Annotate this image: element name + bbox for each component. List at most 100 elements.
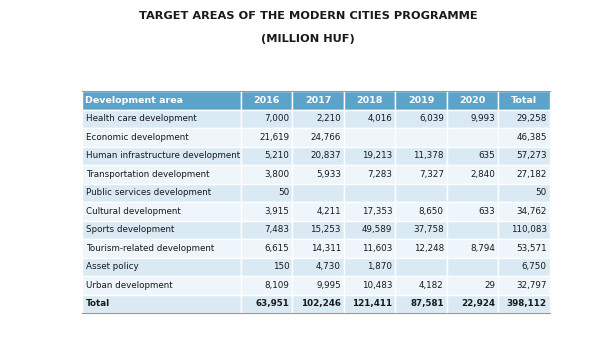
Bar bbox=[344, 239, 395, 258]
Bar bbox=[498, 258, 549, 276]
Bar bbox=[82, 128, 241, 147]
Text: 4,182: 4,182 bbox=[419, 281, 444, 290]
Text: Public services development: Public services development bbox=[86, 188, 211, 197]
Text: 46,385: 46,385 bbox=[516, 133, 547, 142]
Bar bbox=[447, 147, 498, 165]
Bar bbox=[447, 258, 498, 276]
Text: Total: Total bbox=[86, 299, 110, 308]
Bar bbox=[395, 276, 447, 295]
Text: Tourism-related development: Tourism-related development bbox=[86, 244, 214, 253]
Text: 7,327: 7,327 bbox=[419, 170, 444, 179]
Bar bbox=[241, 276, 293, 295]
Bar bbox=[498, 239, 549, 258]
Bar bbox=[344, 147, 395, 165]
Bar bbox=[241, 91, 293, 110]
Bar bbox=[447, 110, 498, 128]
Bar bbox=[82, 239, 241, 258]
Bar bbox=[293, 147, 344, 165]
Bar bbox=[344, 91, 395, 110]
Bar bbox=[498, 91, 549, 110]
Text: 87,581: 87,581 bbox=[410, 299, 444, 308]
Bar bbox=[344, 295, 395, 313]
Text: 7,283: 7,283 bbox=[367, 170, 392, 179]
Text: Cultural development: Cultural development bbox=[86, 207, 180, 216]
Bar bbox=[82, 110, 241, 128]
Bar bbox=[447, 295, 498, 313]
Text: Development area: Development area bbox=[85, 96, 183, 105]
Text: 150: 150 bbox=[273, 262, 290, 271]
Text: (MILLION HUF): (MILLION HUF) bbox=[261, 34, 355, 44]
Text: Economic development: Economic development bbox=[86, 133, 188, 142]
Bar bbox=[293, 258, 344, 276]
Text: Transportation development: Transportation development bbox=[86, 170, 209, 179]
Bar bbox=[241, 184, 293, 202]
Text: 8,794: 8,794 bbox=[471, 244, 495, 253]
Bar bbox=[447, 184, 498, 202]
Text: 398,112: 398,112 bbox=[507, 299, 547, 308]
Bar bbox=[293, 128, 344, 147]
Bar bbox=[293, 91, 344, 110]
Bar bbox=[395, 239, 447, 258]
Text: Human infrastructure development: Human infrastructure development bbox=[86, 151, 240, 160]
Text: 11,603: 11,603 bbox=[362, 244, 392, 253]
Text: 4,016: 4,016 bbox=[368, 115, 392, 124]
Bar bbox=[498, 221, 549, 239]
Text: 3,800: 3,800 bbox=[264, 170, 290, 179]
Text: 5,210: 5,210 bbox=[264, 151, 290, 160]
Text: 633: 633 bbox=[479, 207, 495, 216]
Bar bbox=[395, 258, 447, 276]
Text: 34,762: 34,762 bbox=[516, 207, 547, 216]
Text: 9,995: 9,995 bbox=[316, 281, 341, 290]
Text: 27,182: 27,182 bbox=[516, 170, 547, 179]
Bar bbox=[498, 165, 549, 184]
Bar bbox=[293, 295, 344, 313]
Bar bbox=[395, 110, 447, 128]
Bar bbox=[293, 276, 344, 295]
Text: 2018: 2018 bbox=[356, 96, 383, 105]
Text: 11,378: 11,378 bbox=[413, 151, 444, 160]
Bar bbox=[82, 295, 241, 313]
Text: 4,211: 4,211 bbox=[316, 207, 341, 216]
Bar bbox=[395, 147, 447, 165]
Text: 2,210: 2,210 bbox=[316, 115, 341, 124]
Bar bbox=[293, 110, 344, 128]
Bar bbox=[293, 184, 344, 202]
Bar bbox=[241, 295, 293, 313]
Text: 9,993: 9,993 bbox=[471, 115, 495, 124]
Text: 4,730: 4,730 bbox=[316, 262, 341, 271]
Bar bbox=[498, 110, 549, 128]
Text: 29,258: 29,258 bbox=[516, 115, 547, 124]
Text: 37,758: 37,758 bbox=[413, 226, 444, 234]
Bar bbox=[395, 128, 447, 147]
Bar bbox=[344, 276, 395, 295]
Text: 17,353: 17,353 bbox=[362, 207, 392, 216]
Text: 2016: 2016 bbox=[253, 96, 280, 105]
Text: 6,615: 6,615 bbox=[265, 244, 290, 253]
Text: 57,273: 57,273 bbox=[516, 151, 547, 160]
Text: 3,915: 3,915 bbox=[264, 207, 290, 216]
Bar bbox=[395, 184, 447, 202]
Bar bbox=[395, 165, 447, 184]
Bar bbox=[241, 258, 293, 276]
Text: 102,246: 102,246 bbox=[301, 299, 341, 308]
Text: 14,311: 14,311 bbox=[310, 244, 341, 253]
Text: 19,213: 19,213 bbox=[362, 151, 392, 160]
Text: 635: 635 bbox=[479, 151, 495, 160]
Text: Urban development: Urban development bbox=[86, 281, 172, 290]
Text: 8,109: 8,109 bbox=[264, 281, 290, 290]
Bar bbox=[498, 295, 549, 313]
Text: Total: Total bbox=[511, 96, 537, 105]
Text: Sports development: Sports development bbox=[86, 226, 174, 234]
Bar bbox=[82, 147, 241, 165]
Text: Health care development: Health care development bbox=[86, 115, 197, 124]
Bar bbox=[395, 91, 447, 110]
Text: 53,571: 53,571 bbox=[516, 244, 547, 253]
Bar bbox=[241, 221, 293, 239]
Text: 10,483: 10,483 bbox=[362, 281, 392, 290]
Bar bbox=[82, 221, 241, 239]
Text: 7,000: 7,000 bbox=[264, 115, 290, 124]
Bar bbox=[447, 276, 498, 295]
Text: 32,797: 32,797 bbox=[516, 281, 547, 290]
Text: 6,039: 6,039 bbox=[419, 115, 444, 124]
Bar bbox=[293, 239, 344, 258]
